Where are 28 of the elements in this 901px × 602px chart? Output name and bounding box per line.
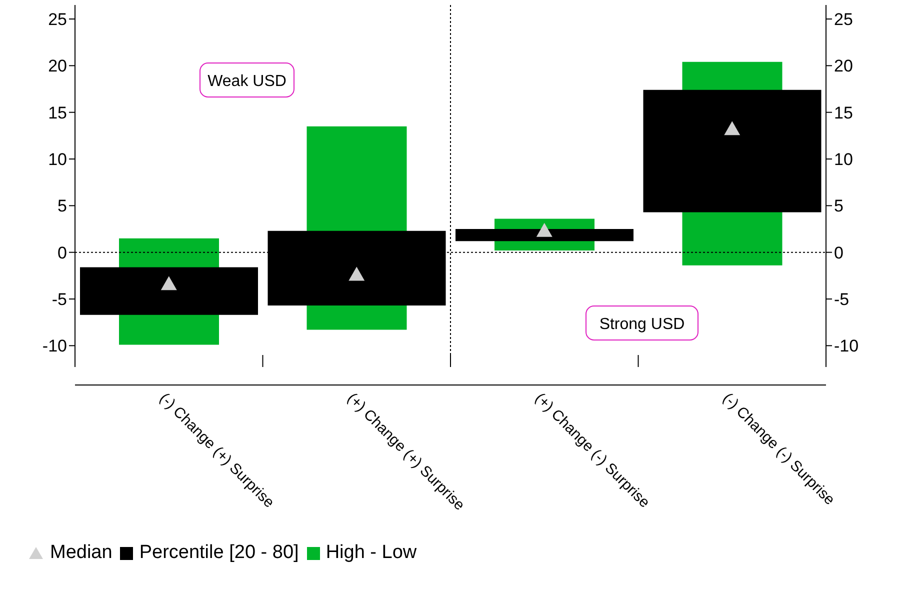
y-tick-label: 10 bbox=[48, 150, 67, 170]
annotation: Strong USD bbox=[599, 316, 685, 333]
y2-tick-label: 15 bbox=[834, 103, 853, 122]
y-tick-label: -5 bbox=[52, 290, 67, 310]
y-tick-label: 20 bbox=[48, 56, 67, 76]
legend-label: Median bbox=[50, 542, 112, 564]
y2-tick-label: 20 bbox=[834, 56, 853, 76]
y-tick-label: 25 bbox=[48, 10, 67, 30]
bar bbox=[643, 90, 822, 212]
y2-tick-label: 0 bbox=[834, 243, 844, 262]
y2-tick-label: 10 bbox=[834, 150, 853, 170]
point bbox=[160, 276, 177, 290]
point bbox=[348, 266, 365, 281]
y2-tick-label: 5 bbox=[834, 196, 844, 216]
point bbox=[724, 121, 740, 136]
legend-label: Percentile [20 - 80] bbox=[139, 542, 299, 564]
y2-tick-label: 25 bbox=[834, 10, 853, 30]
y-tick-label: -10 bbox=[42, 336, 67, 356]
legend-label: High - Low bbox=[326, 542, 417, 564]
point bbox=[536, 222, 552, 237]
y2-tick-label: -5 bbox=[834, 290, 850, 310]
y2-tick-label: -10 bbox=[834, 336, 859, 356]
y-tick-label: 15 bbox=[48, 103, 67, 122]
bar bbox=[456, 229, 634, 242]
annotation: Weak USD bbox=[208, 73, 286, 90]
y-tick-label: 0 bbox=[58, 243, 67, 262]
y-tick-label: 5 bbox=[58, 196, 67, 216]
bar bbox=[80, 267, 258, 315]
